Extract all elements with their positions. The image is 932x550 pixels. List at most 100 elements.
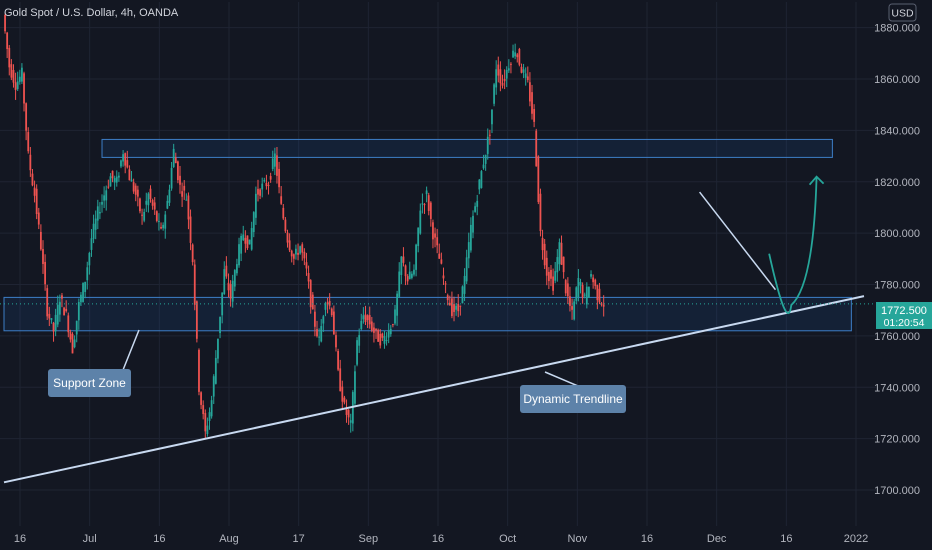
candle-body <box>518 49 521 65</box>
candle-body <box>301 244 304 253</box>
candle-body <box>48 313 51 319</box>
zones-layer <box>3 138 852 332</box>
candle-body <box>219 316 221 334</box>
support-zone-label: Support Zone <box>53 376 126 390</box>
candle-body <box>113 178 116 183</box>
projection-arrow[interactable] <box>768 176 818 314</box>
candle-body <box>88 253 91 266</box>
candle-body <box>202 405 205 415</box>
time-tick-label: Oct <box>499 533 516 545</box>
down-trendline[interactable] <box>698 191 777 291</box>
candle-body <box>107 186 110 188</box>
candle-body <box>512 50 514 58</box>
candle-body <box>501 82 504 86</box>
candle-body <box>581 285 584 298</box>
candle-body <box>402 256 405 263</box>
candle-body <box>69 332 72 340</box>
time-tick-label: 17 <box>293 533 305 545</box>
candle-body <box>67 315 70 333</box>
last-price-badge <box>876 302 932 329</box>
candle-body <box>130 179 133 182</box>
candle-body <box>18 76 21 82</box>
grid-lines <box>0 2 876 526</box>
candle-body <box>564 280 567 294</box>
candle-body <box>554 271 557 281</box>
candle-body <box>44 261 47 285</box>
candle-body <box>214 357 217 384</box>
candle-body <box>457 303 460 312</box>
candle-body <box>379 333 382 346</box>
candle-body <box>339 368 342 391</box>
candle-body <box>429 202 432 219</box>
candle-body <box>524 73 527 78</box>
arrow-head <box>808 175 825 186</box>
price-tick-label: 1800.000 <box>874 228 920 240</box>
time-tick-label: Jul <box>83 533 97 545</box>
dynamic-trendline-label: Dynamic Trendline <box>523 392 623 406</box>
time-tick-label: 16 <box>14 533 26 545</box>
candle-body <box>189 216 192 243</box>
candle-body <box>598 288 601 303</box>
candle-body <box>193 264 196 305</box>
candle-body <box>305 262 308 269</box>
candle-body <box>168 189 171 203</box>
candle-body <box>436 237 439 246</box>
candle-body <box>495 69 498 88</box>
candle-body <box>223 269 226 295</box>
price-axis[interactable]: 1700.000 1720.000 1740.000 1760.000 1780.000… <box>874 23 920 497</box>
candle-body <box>442 275 445 279</box>
time-tick-label: 16 <box>780 533 792 545</box>
time-tick-label: 16 <box>432 533 444 545</box>
currency-button[interactable] <box>888 3 917 22</box>
candle-body <box>99 212 101 214</box>
time-tick-label: Aug <box>219 533 239 545</box>
candle-body <box>461 286 464 304</box>
candle-body <box>261 183 264 190</box>
candle-body <box>370 321 373 331</box>
candle-body <box>217 338 219 359</box>
callout-box <box>520 385 626 413</box>
candle-body <box>117 175 120 178</box>
candle-body <box>86 267 89 281</box>
candle-body <box>362 315 365 320</box>
callout-box <box>48 369 131 397</box>
dynamic-trendline[interactable] <box>3 295 865 484</box>
candle-body <box>236 264 238 274</box>
candle-body <box>446 295 449 301</box>
candle-body <box>368 315 371 325</box>
candle-body <box>141 214 143 216</box>
price-tick-label: 1700.000 <box>874 485 920 497</box>
time-tick-label: 16 <box>153 533 165 545</box>
candle-body <box>474 206 477 212</box>
candle-body <box>109 176 112 187</box>
candle-body <box>4 14 6 32</box>
price-axis-panel <box>876 2 932 550</box>
candle-body <box>21 67 23 82</box>
candle-body <box>166 200 169 209</box>
price-tick-label: 1820.000 <box>874 177 920 189</box>
candle-body <box>39 231 42 250</box>
candle-body <box>139 198 141 212</box>
candle-body <box>583 294 586 296</box>
candle-body <box>550 269 552 279</box>
candle-body <box>423 204 426 206</box>
candle-body <box>153 202 156 210</box>
candle-body <box>183 185 186 191</box>
candle-body <box>12 70 15 83</box>
price-tick-label: 1840.000 <box>874 125 920 137</box>
last-price-label: 1772.500 01:20:54 <box>876 302 932 329</box>
candle-body <box>280 196 283 204</box>
candle-body <box>465 257 468 282</box>
candle-body <box>263 180 266 182</box>
candle-body <box>246 235 249 249</box>
candle-body <box>469 224 472 251</box>
candle-body <box>385 340 388 342</box>
time-axis[interactable]: 16 Jul 16 Aug 17 Sep 16 Oct Nov 16 Dec 16 2022 <box>14 533 868 545</box>
candle-body <box>419 210 422 234</box>
price-tick-label: 1740.000 <box>874 382 920 394</box>
candle-body <box>96 206 99 221</box>
candle-body <box>314 311 316 327</box>
candle-body <box>120 160 122 167</box>
candle-body <box>330 308 333 316</box>
